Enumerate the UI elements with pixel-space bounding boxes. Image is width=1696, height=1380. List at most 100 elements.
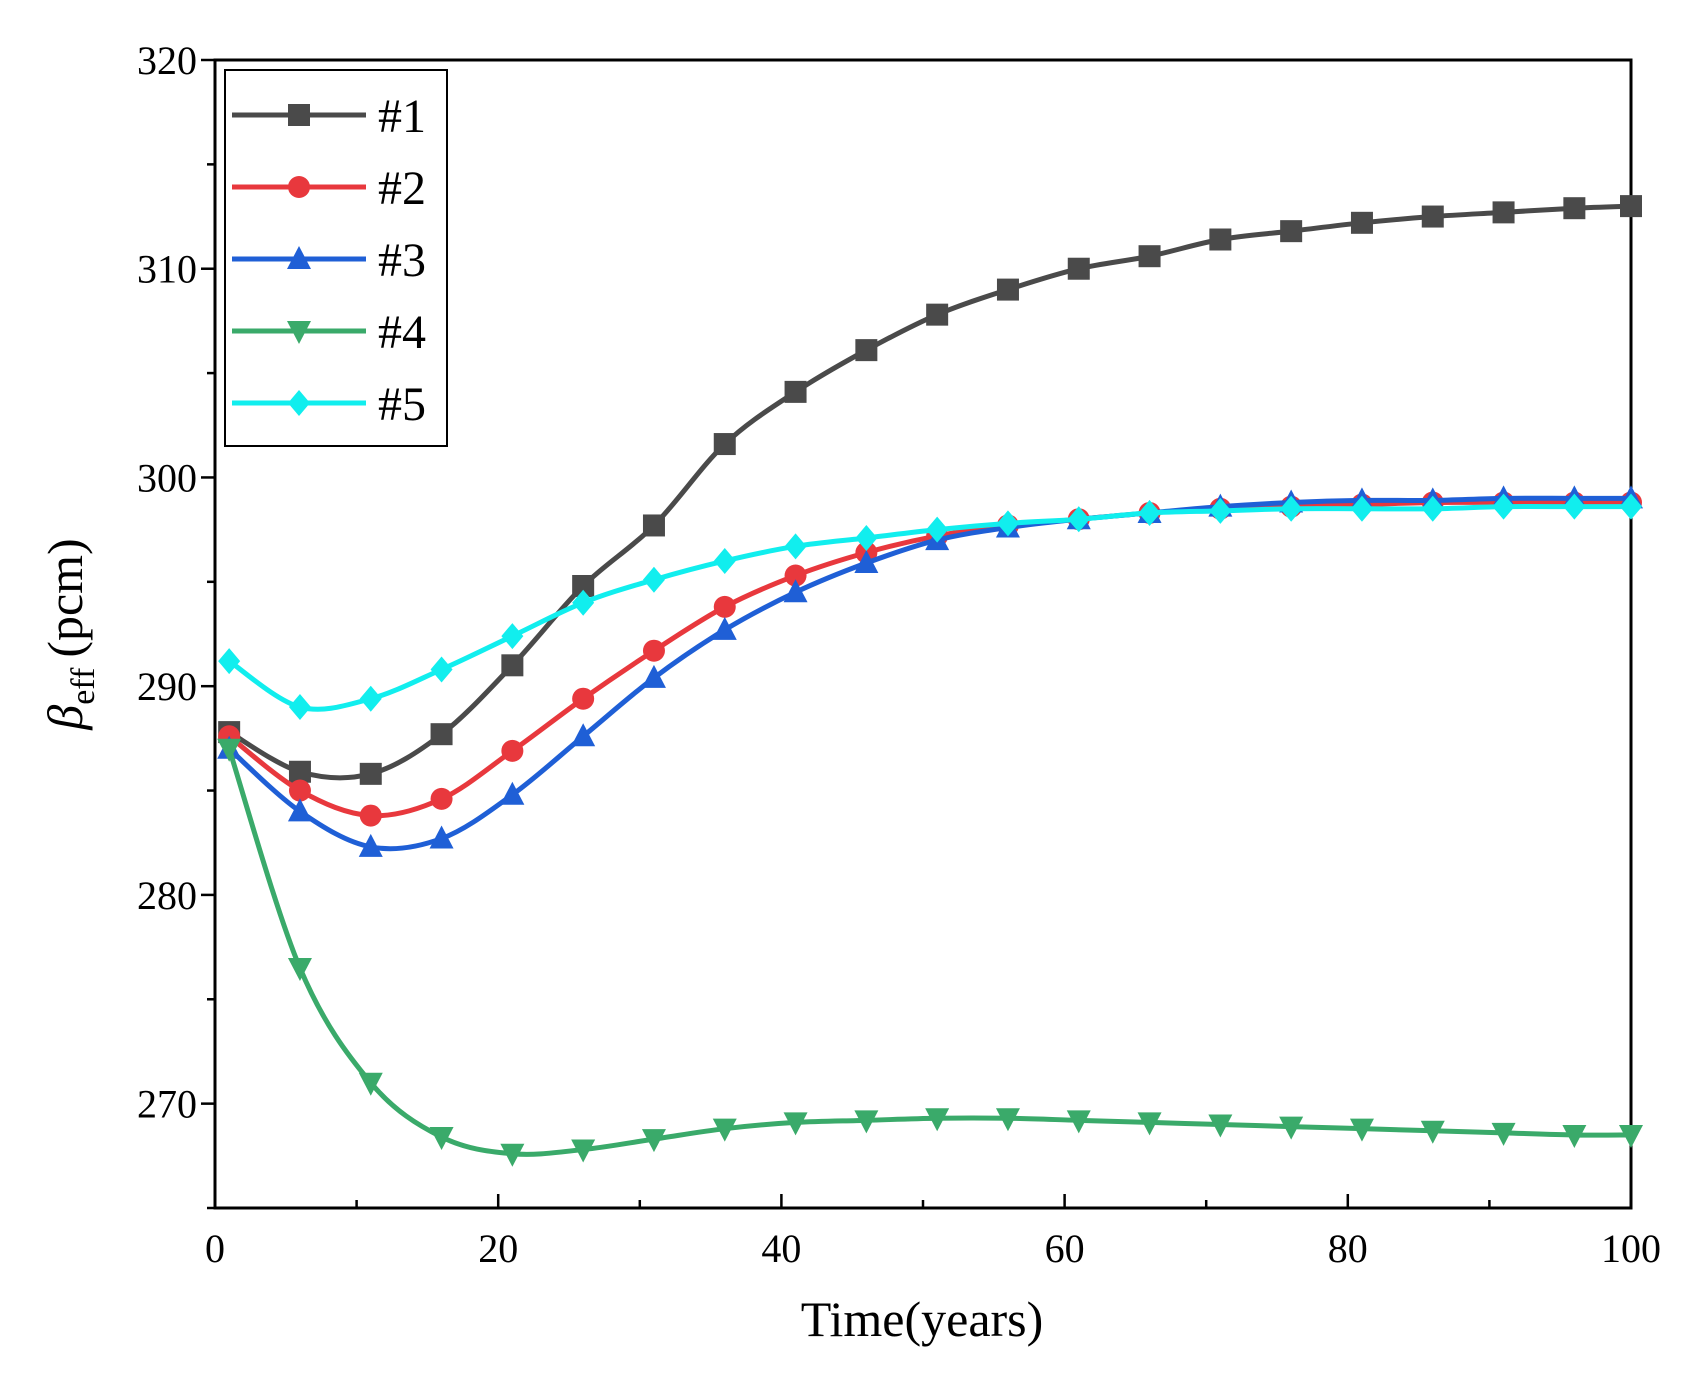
x-tick-label: 100 [1601,1226,1661,1271]
data-point [641,1129,666,1153]
series-line [226,203,1634,781]
legend-marker [287,246,311,269]
y-tick-label: 320 [137,38,197,83]
y-axis-symbol: β [37,705,93,731]
x-tick-label: 60 [1045,1226,1085,1271]
data-point [1492,493,1515,520]
data-point [359,804,382,827]
data-point [1350,495,1373,522]
data-point [501,654,524,677]
data-point [1066,1110,1091,1134]
data-point [1209,228,1232,251]
data-point [288,760,311,783]
y-tick-label: 300 [137,455,197,500]
data-point [429,1127,454,1151]
data-point [784,533,807,560]
x-tick-label: 40 [761,1226,801,1271]
data-point [358,1072,383,1096]
data-point [287,957,312,981]
data-point [783,579,808,603]
data-point [1421,495,1444,522]
legend-label: #3 [378,234,426,287]
legend-label: #4 [378,306,426,359]
data-point [1491,1122,1516,1146]
data-point [713,547,736,574]
data-point [995,1108,1020,1132]
data-point [1138,245,1161,268]
data-point [854,1110,879,1134]
data-point [287,798,312,822]
data-point [854,550,879,574]
data-point [288,694,311,721]
data-point [1137,1112,1162,1136]
y-tick-label: 310 [137,247,197,292]
data-point [571,1139,596,1163]
data-point [784,564,807,587]
y-axis-subscript: eff [65,667,102,705]
series-line [226,495,1634,852]
data-point [925,1108,950,1132]
data-point [855,524,878,551]
data-point [784,380,807,403]
data-point [572,574,595,597]
data-point [1420,1120,1445,1144]
data-point [500,781,525,805]
series-5 [218,493,1642,721]
data-point [712,616,737,640]
y-tick-label: 270 [137,1082,197,1127]
legend-marker [288,176,310,198]
x-axis-title: Time(years) [801,1291,1044,1347]
data-point [855,339,878,362]
x-tick-label: 0 [205,1226,225,1271]
data-point [1620,493,1642,520]
legend-item: #3 [232,234,426,287]
data-point [1620,195,1642,218]
data-point [1563,493,1586,520]
data-point [996,510,1019,537]
data-point [501,623,524,650]
x-tick-label: 20 [478,1226,518,1271]
data-point [359,685,382,712]
legend-label: #1 [378,90,426,143]
data-point [1619,1124,1643,1148]
y-axis-title: βeff (pcm) [37,538,102,730]
series-4 [217,738,1643,1167]
data-point [429,825,454,849]
data-point [358,833,383,857]
data-point [501,739,524,762]
data-point [217,738,242,762]
data-point [1067,506,1090,533]
data-point [571,723,596,747]
data-point [1067,257,1090,280]
data-point [642,514,665,537]
data-point [430,787,453,810]
data-point [1138,499,1161,526]
data-point [1280,220,1303,243]
y-tick-label: 290 [137,664,197,709]
data-point [1563,197,1586,220]
data-point [926,303,949,326]
data-point [1349,1118,1374,1142]
ticks: 0 20 40 60 80 100 270 280 290 300 310 320 [137,38,1661,1271]
data-point [1350,211,1373,234]
legend-item: #2 [232,162,426,215]
data-point [783,1112,808,1136]
y-tick-label: 280 [137,873,197,918]
series-line [226,499,1634,819]
data-point [1562,1124,1587,1148]
legend-item: #5 [232,378,426,431]
data-point [642,639,665,662]
y-axis-unit: (pcm) [37,538,93,657]
legend-marker [287,321,311,344]
x-tick-label: 80 [1328,1226,1368,1271]
data-point [1492,201,1515,224]
data-point [572,687,595,710]
legend-label: #2 [378,162,426,215]
legend-marker [288,390,310,416]
legend-label: #5 [378,378,426,431]
series-layer [217,195,1643,1167]
data-point [926,516,949,543]
data-point [1280,495,1303,522]
data-point [1279,1116,1304,1140]
